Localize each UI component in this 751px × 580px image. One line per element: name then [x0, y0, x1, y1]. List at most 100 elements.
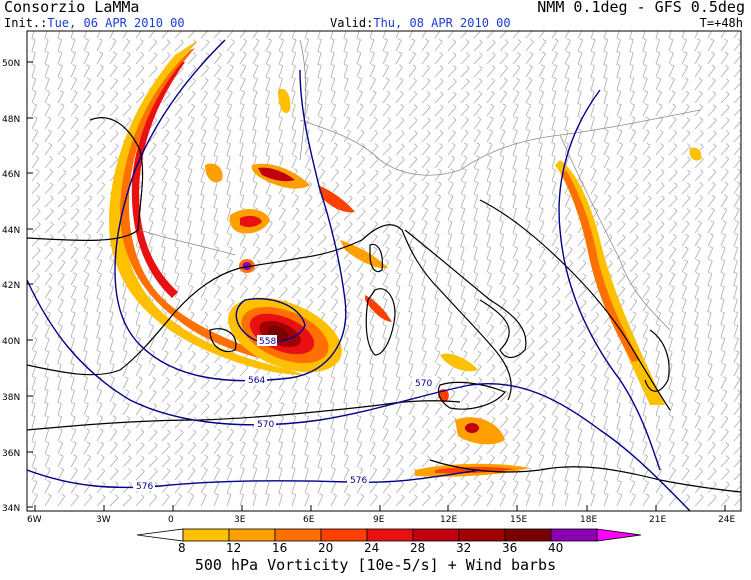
colorbar-bin	[274, 528, 322, 542]
vort-blob-west	[205, 163, 223, 183]
contour-label-576-b: 576	[350, 476, 367, 486]
cb-tick-12: 12	[226, 541, 242, 555]
coast-france-atlantic	[27, 117, 144, 242]
lon-label-3e: 3E	[234, 515, 246, 525]
coast-sicily	[437, 381, 506, 410]
coast-libya	[429, 459, 741, 493]
vort-north-band-core	[258, 167, 295, 182]
lat-label-50n: 50N	[2, 59, 20, 69]
colorbar-title: 500 hPa Vorticity [10e-5/s] + Wind barbs	[194, 556, 557, 574]
valid-label: Valid:Thu, 08 APR 2010 00	[330, 16, 511, 30]
colorbar-bin	[412, 528, 460, 542]
vort-east-band-inner	[562, 170, 640, 362]
cb-tick-16: 16	[272, 541, 288, 555]
lead-time: T=+48h	[699, 16, 743, 30]
lon-label-6w: 6W	[27, 515, 42, 525]
contour-label-576-a: 576	[136, 482, 153, 492]
cb-tick-28: 28	[410, 541, 426, 555]
valid-label-text: Valid:	[330, 16, 374, 30]
contour-558	[235, 298, 306, 343]
lon-label-12e: 12E	[440, 515, 457, 525]
lon-label-24e: 24E	[718, 515, 735, 525]
longitude-labels: 6W 3W 0 3E 6E 9E 12E 15E 18E 21E 24E	[27, 515, 735, 525]
border-balkans	[559, 134, 671, 331]
coast-west-med	[27, 224, 512, 401]
coast-north-africa	[27, 400, 461, 431]
vort-blob-north	[278, 88, 291, 114]
coast-greece	[644, 329, 670, 392]
coast-italy	[404, 229, 527, 359]
model-title: NMM 0.1deg - GFS 0.5deg	[537, 0, 745, 16]
axis-ticks	[27, 61, 726, 511]
colorbar-bin	[458, 528, 506, 542]
lon-label-21e: 21E	[649, 515, 666, 525]
vorticity-shading	[109, 40, 702, 477]
lon-label-18e: 18E	[580, 515, 597, 525]
country-borders	[139, 39, 701, 331]
contour-570	[27, 279, 691, 511]
contour-label-570-a: 570	[415, 379, 432, 389]
colorbar-bin	[366, 528, 414, 542]
colorbar-bin	[550, 528, 598, 542]
vort-arc-inner	[131, 62, 185, 298]
coast-balkans	[479, 199, 671, 411]
cb-tick-24: 24	[364, 541, 380, 555]
lat-label-36n: 36N	[2, 449, 20, 459]
colorbar-bin	[182, 528, 230, 542]
colorbar-bin	[320, 528, 368, 542]
coast-corsica	[369, 243, 383, 273]
colorbar-bin	[228, 528, 276, 542]
lon-label-15e: 15E	[510, 515, 527, 525]
vort-blob-south	[455, 417, 505, 445]
init-label: Init.:Tue, 06 APR 2010 00	[4, 16, 185, 30]
map-frame	[26, 30, 742, 512]
init-date: Tue, 06 APR 2010 00	[47, 16, 185, 30]
vort-ligurian-band	[340, 240, 388, 269]
vort-alps-band	[318, 185, 355, 213]
cb-tick-40: 40	[548, 541, 564, 555]
contour-576	[27, 469, 481, 489]
contour-576-east	[558, 89, 661, 471]
coast-sardinia	[365, 288, 396, 356]
border-pyrenees	[139, 229, 236, 256]
init-label-text: Init.:	[4, 16, 48, 30]
cb-tick-8: 8	[178, 541, 186, 555]
lat-label-42n: 42N	[2, 281, 20, 291]
valid-date: Thu, 08 APR 2010 00	[373, 16, 511, 30]
lon-label-3w: 3W	[96, 515, 111, 525]
colorbar	[136, 528, 642, 542]
contour-label-570-b: 570	[257, 420, 274, 430]
lat-label-44n: 44N	[2, 226, 20, 236]
colorbar-bin	[504, 528, 552, 542]
vort-blob-sicily-n	[440, 353, 478, 372]
latitude-labels: 50N 48N 46N 44N 42N 40N 38N 36N 34N	[2, 59, 20, 514]
lon-label-9e: 9E	[373, 515, 385, 525]
coastlines	[27, 117, 741, 493]
lat-label-38n: 38N	[2, 393, 20, 403]
colorbar-over-triangle	[596, 528, 642, 542]
wind-barbs	[31, 31, 741, 507]
wind-barb-field	[31, 31, 741, 507]
contour-label-558: 558	[259, 337, 276, 347]
cb-tick-32: 32	[456, 541, 472, 555]
vort-sardinia-band	[365, 295, 392, 322]
vort-blob-south-core	[465, 423, 479, 433]
lat-label-46n: 46N	[2, 170, 20, 180]
cb-tick-20: 20	[318, 541, 334, 555]
contour-label-564: 564	[248, 376, 265, 386]
cb-tick-36: 36	[502, 541, 518, 555]
org-title: Consorzio LaMMa	[4, 0, 140, 16]
lat-label-40n: 40N	[2, 337, 20, 347]
vort-france-swirl-core	[240, 215, 262, 227]
colorbar-under-triangle	[136, 528, 184, 542]
border-west-germany	[299, 39, 307, 161]
coast-baleares	[209, 328, 237, 353]
vort-blob-purple	[242, 262, 252, 270]
lat-label-34n: 34N	[2, 504, 20, 514]
lon-label-0: 0	[168, 515, 174, 525]
contour-labels: 558 564 570 570 576 576	[133, 335, 434, 492]
lon-label-6e: 6E	[303, 515, 315, 525]
vort-blob-ne	[689, 147, 702, 161]
lat-label-48n: 48N	[2, 115, 20, 125]
